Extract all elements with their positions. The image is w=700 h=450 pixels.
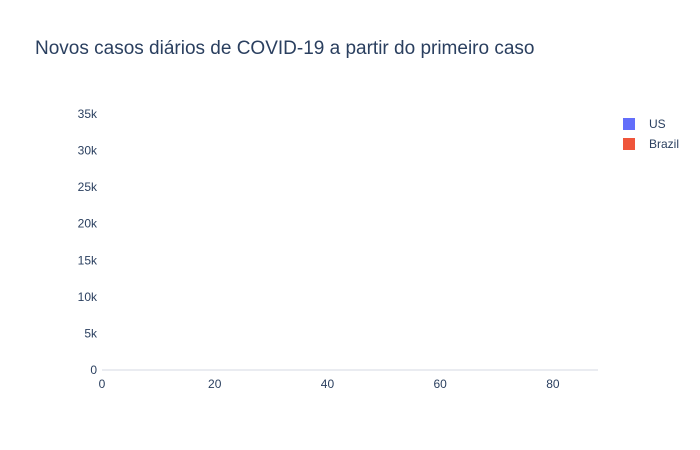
x-tick-label: 20 — [208, 377, 222, 391]
y-tick-label: 20k — [78, 217, 98, 231]
y-tick-label: 25k — [78, 180, 98, 194]
x-axis: 0 20 40 60 80 — [99, 377, 560, 391]
legend-label: Brazil — [649, 137, 679, 151]
legend-swatch — [623, 118, 635, 130]
chart-title: Novos casos diários de COVID-19 a partir… — [35, 38, 534, 59]
legend-label: US — [649, 117, 666, 131]
y-tick-label: 0 — [90, 363, 97, 377]
legend[interactable]: US Brazil — [623, 117, 679, 151]
x-tick-label: 60 — [434, 377, 448, 391]
y-axis: 0 5k 10k 15k 20k 25k 30k 35k — [78, 107, 98, 377]
x-tick-label: 40 — [321, 377, 335, 391]
y-tick-label: 10k — [78, 290, 98, 304]
x-tick-label: 80 — [546, 377, 560, 391]
x-tick-label: 0 — [99, 377, 106, 391]
y-tick-label: 15k — [78, 253, 98, 267]
legend-item-us[interactable]: US — [623, 117, 666, 131]
y-tick-label: 5k — [84, 326, 98, 340]
y-tick-label: 35k — [78, 107, 98, 121]
y-tick-label: 30k — [78, 144, 98, 158]
legend-item-brazil[interactable]: Brazil — [623, 137, 679, 151]
legend-swatch — [623, 138, 635, 150]
